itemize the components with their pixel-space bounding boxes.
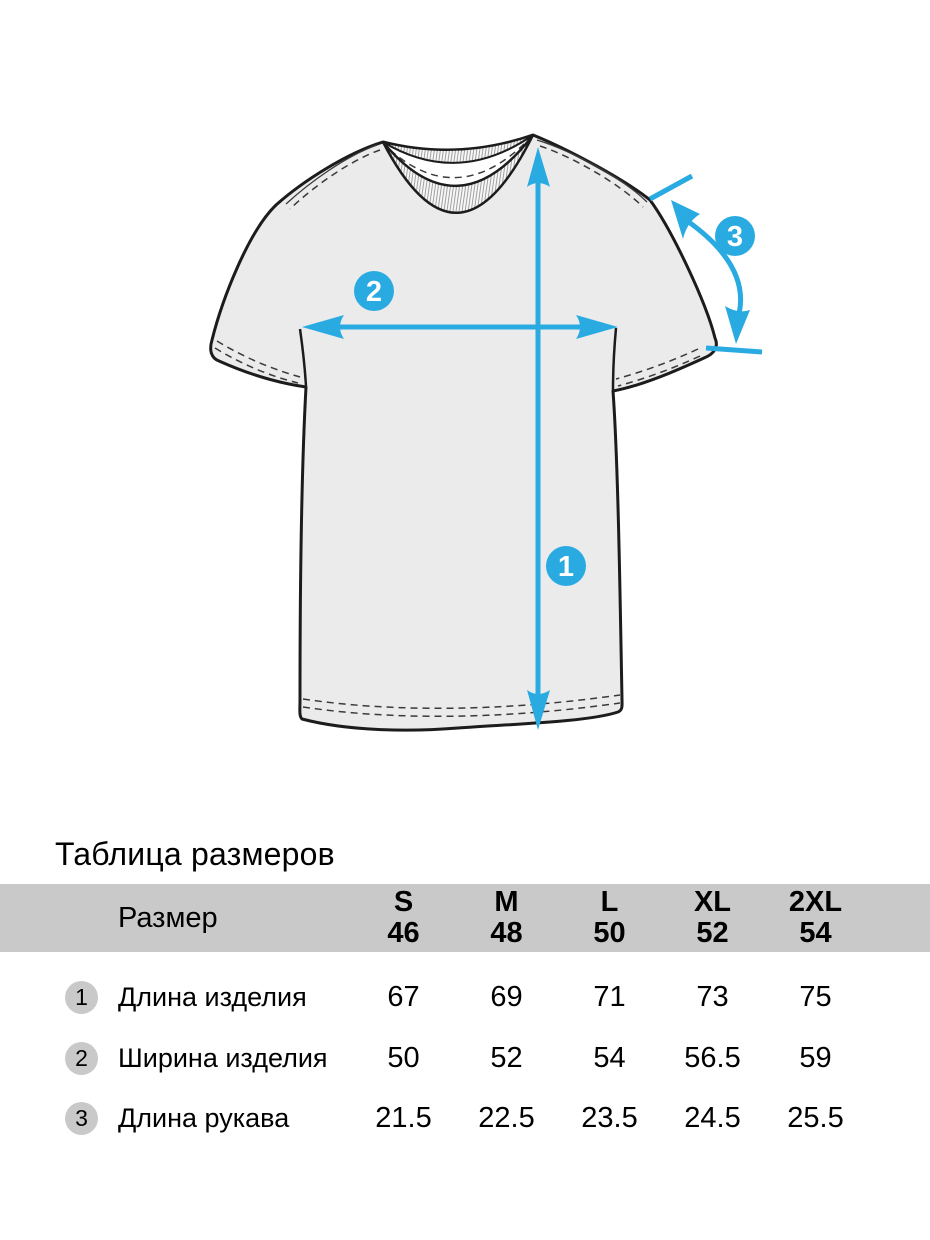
size-letter: S (393, 886, 414, 918)
value-cell: 75 (799, 980, 832, 1013)
size-header-xl: XL 52 (661, 887, 764, 949)
callout-2-badge: 2 (354, 271, 394, 311)
table-row: 1 Длина изделия 67 69 71 73 75 (0, 966, 930, 1028)
size-header-2xl: 2XL 54 (764, 887, 867, 949)
size-number: 52 (696, 917, 729, 949)
value-cell: 24.5 (684, 1101, 741, 1134)
collar-inner-back (383, 135, 533, 186)
left-shoulder-stitch (289, 149, 381, 210)
value-cell: 23.5 (581, 1101, 638, 1134)
value-cell: 21.5 (375, 1101, 432, 1134)
value-cell: 56.5 (684, 1041, 741, 1074)
table-row: 2 Ширина изделия 50 52 54 56.5 59 (0, 1027, 930, 1089)
width-arrow (302, 315, 618, 339)
value-cell: 69 (490, 980, 523, 1013)
page-title: Таблица размеров (55, 836, 335, 872)
sleeve-arrow (648, 173, 763, 355)
value-cell: 52 (490, 1041, 523, 1074)
value-cell: 67 (387, 980, 420, 1013)
collar-stitch (389, 141, 527, 179)
value-cell: 54 (593, 1041, 626, 1074)
size-number: 46 (387, 917, 420, 949)
row-2-label: Ширина изделия (118, 1042, 328, 1073)
row-1-badge: 1 (65, 980, 98, 1014)
row-3-label: Длина рукава (118, 1102, 290, 1133)
size-table-header: Размер S 46 M 48 L 50 XL 52 2XL 54 (0, 884, 930, 952)
size-number: 50 (593, 917, 626, 949)
tshirt-measurement-diagram: 1 2 3 (209, 133, 763, 732)
size-number: 48 (490, 917, 523, 949)
left-armpit-seam (298, 328, 308, 387)
size-header-m: M 48 (455, 887, 558, 949)
right-armpit-seam (611, 327, 618, 391)
left-shoulder-seam (285, 144, 378, 205)
value-cell: 73 (696, 980, 729, 1013)
value-cell: 59 (799, 1041, 832, 1074)
row-2-badge: 2 (65, 1041, 98, 1075)
size-letter: M (494, 886, 519, 918)
size-header-s: S 46 (352, 887, 455, 949)
size-column-label: Размер (118, 901, 218, 934)
bottom-hem-stitch-2 (302, 702, 621, 718)
value-cell: 50 (387, 1041, 420, 1074)
right-shoulder-seam (536, 139, 648, 203)
collar-front-band (381, 134, 535, 214)
value-cell: 71 (593, 980, 626, 1013)
right-shoulder-stitch (539, 145, 644, 208)
callout-3-badge: 3 (715, 216, 755, 256)
callout-1-label: 1 (558, 551, 574, 583)
tshirt-body (209, 133, 718, 732)
bottom-hem-stitch (302, 694, 621, 710)
size-letter: 2XL (788, 886, 843, 918)
size-letter: XL (693, 886, 732, 918)
length-arrow (527, 147, 550, 730)
value-cell: 25.5 (787, 1101, 844, 1134)
row-3-badge: 3 (65, 1101, 98, 1135)
size-letter: L (600, 886, 619, 918)
callout-2-label: 2 (366, 276, 382, 308)
value-cell: 22.5 (478, 1101, 535, 1134)
row-1-label: Длина изделия (118, 981, 307, 1012)
callout-3-label: 3 (727, 221, 743, 253)
table-row: 3 Длина рукава 21.5 22.5 23.5 24.5 25.5 (0, 1087, 930, 1149)
size-number: 54 (799, 917, 832, 949)
size-header-l: L 50 (558, 887, 661, 949)
callout-1-badge: 1 (546, 546, 586, 586)
